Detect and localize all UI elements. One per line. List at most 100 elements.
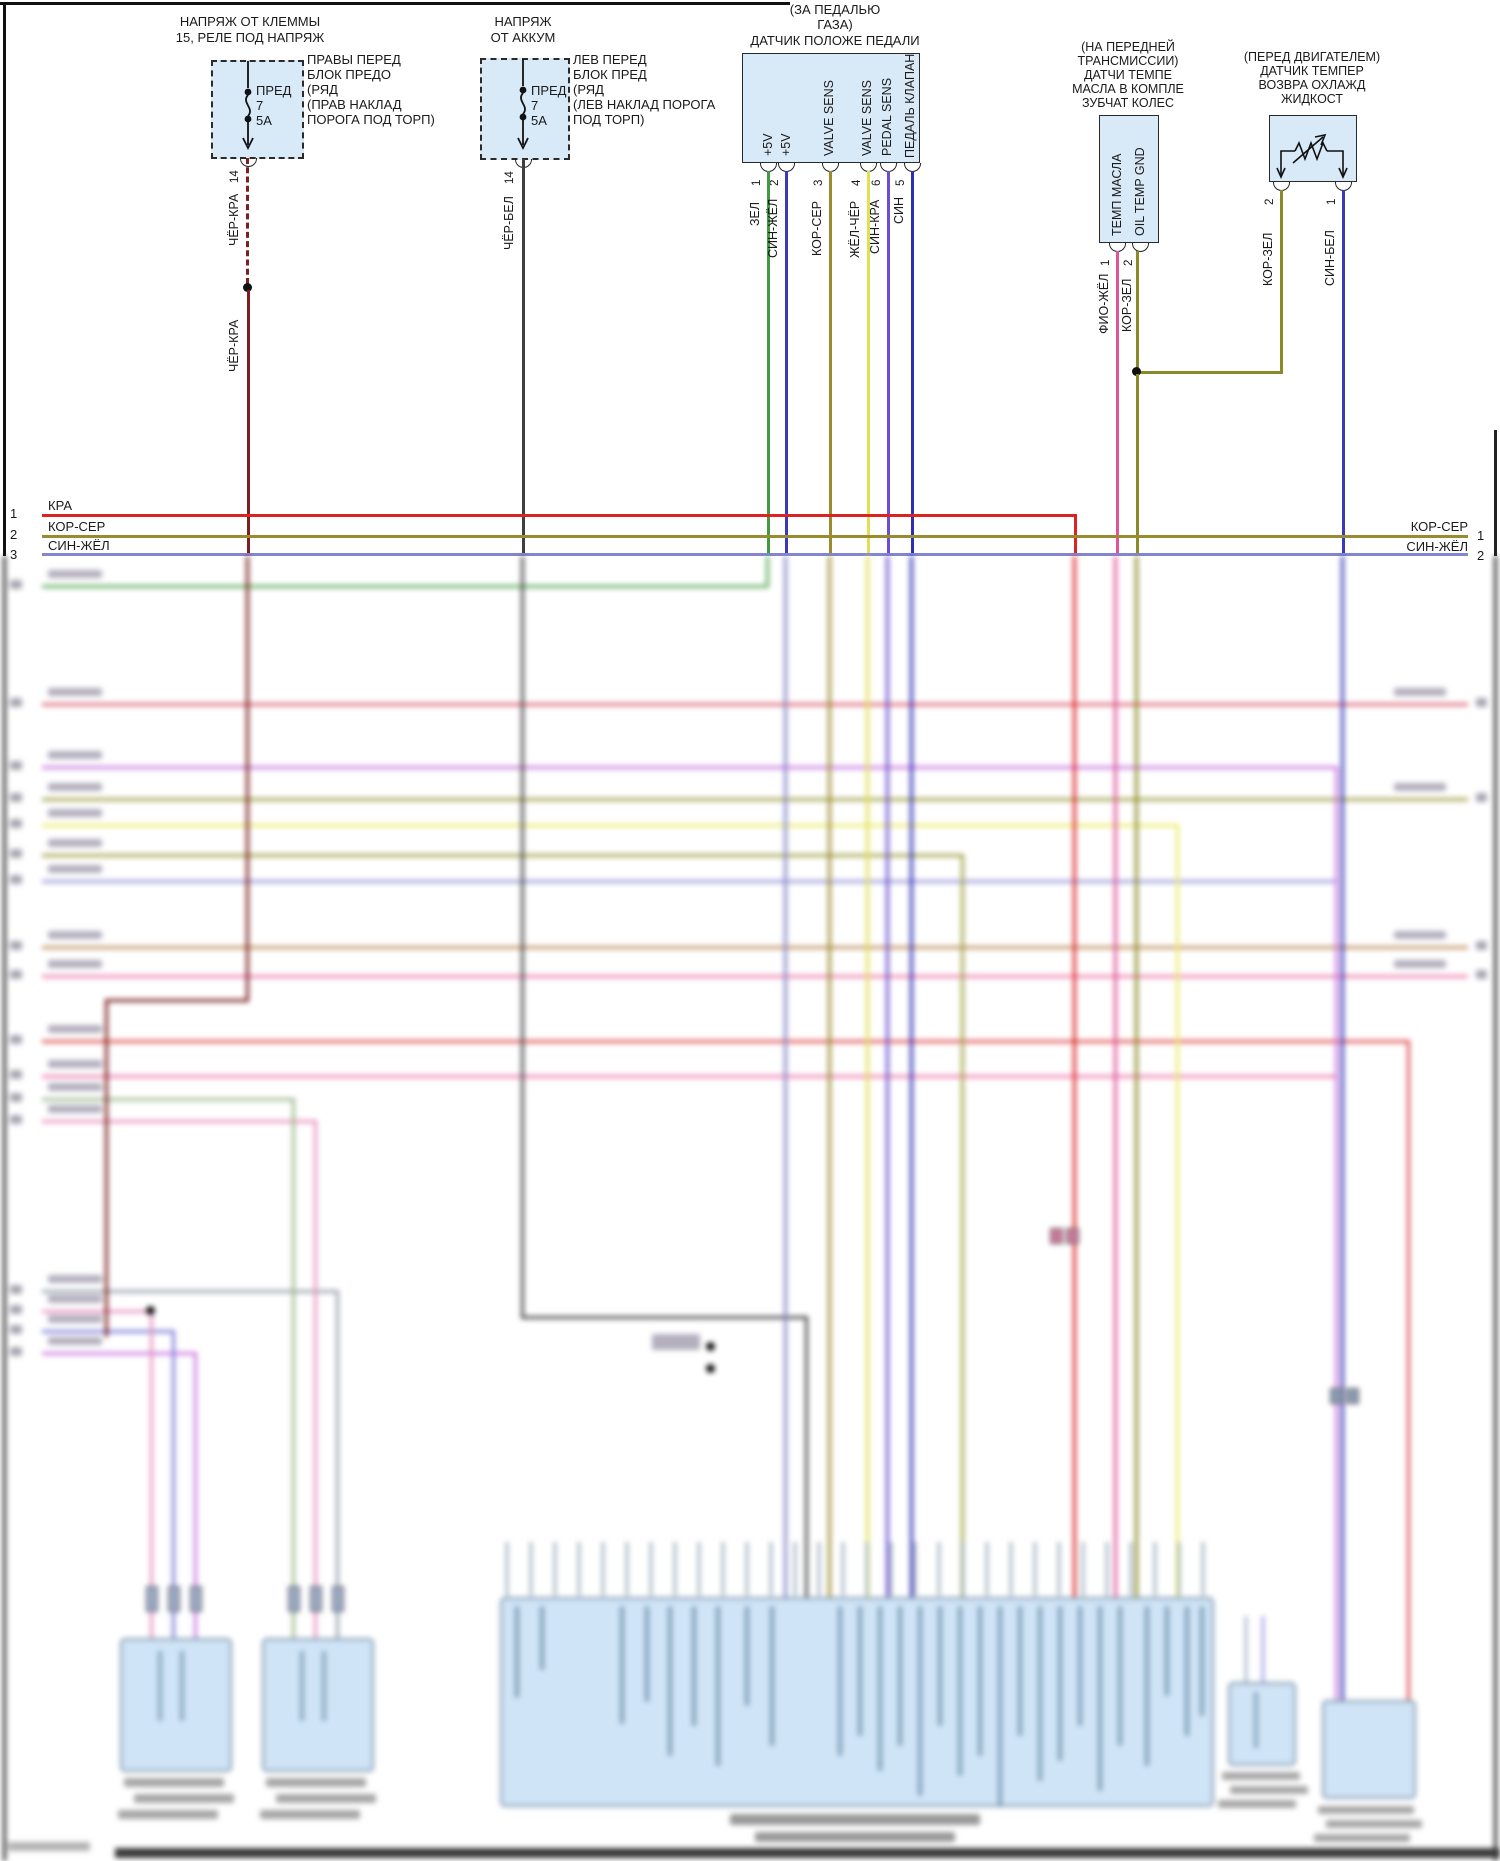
label-blob bbox=[10, 761, 22, 770]
wire-segment bbox=[1176, 824, 1179, 1690]
ecu-text-column bbox=[716, 1606, 720, 1766]
label-blob bbox=[10, 1093, 22, 1102]
coolant-sensor-title-1: (ПЕРЕД ДВИГАТЕЛЕМ) bbox=[1243, 50, 1381, 64]
wire-segment bbox=[938, 1542, 940, 1596]
ecu-text-column bbox=[1038, 1606, 1042, 1781]
label-blob bbox=[10, 1035, 22, 1044]
label-blob bbox=[10, 1070, 22, 1079]
wire-segment bbox=[1262, 1616, 1264, 1682]
inline-connector bbox=[1330, 1388, 1343, 1404]
wire-segment bbox=[1407, 1040, 1410, 1700]
wire-segment bbox=[521, 556, 524, 1318]
wire-segment bbox=[194, 1352, 197, 1638]
pedal-pin-num-4: 4 bbox=[851, 179, 863, 186]
fuse-right-note-2: БЛОК ПРЕД bbox=[573, 67, 647, 82]
label-blob bbox=[276, 1794, 376, 1803]
oil-sensor-title-4: МАСЛА В КОМПЛЕ bbox=[1072, 82, 1184, 96]
label-blob bbox=[266, 1778, 366, 1787]
oil-sensor-title-2: ТРАНСМИССИИ) bbox=[1077, 54, 1179, 68]
fuse-left-note-5: ПОРОГА ПОД ТОРП) bbox=[307, 112, 435, 127]
inline-connector bbox=[1346, 1388, 1359, 1404]
label-blob bbox=[10, 1325, 22, 1334]
wire-segment bbox=[42, 766, 1338, 769]
wire-segment bbox=[42, 975, 1468, 978]
ecu-text-column bbox=[1118, 1606, 1122, 1746]
wire-segment bbox=[962, 1542, 964, 1596]
pedal-pin-label-3: VALVE SENS bbox=[822, 80, 836, 156]
wire-segment bbox=[1073, 556, 1076, 1597]
label-blob bbox=[730, 1814, 980, 1825]
oil-pin-label-1: ТЕМП МАСЛА bbox=[1110, 153, 1124, 236]
wire-zhel-cher bbox=[866, 171, 870, 556]
wire-segment bbox=[42, 1290, 339, 1293]
label-blob bbox=[260, 1810, 360, 1819]
wire-segment bbox=[42, 824, 1179, 827]
wire-kor-zel-oil bbox=[1135, 251, 1139, 376]
oil-pin-num-2: 2 bbox=[1123, 259, 1135, 266]
pedal-pin-num-5: 6 bbox=[871, 179, 883, 186]
oil-sensor-title-1: (НА ПЕРЕДНЕЙ bbox=[1081, 40, 1175, 54]
bus-sin-zhel-num-left: 3 bbox=[10, 547, 18, 562]
label-blob bbox=[10, 819, 22, 828]
wire-kor-ser-label: КОР-СЕР bbox=[810, 200, 824, 256]
wire-segment bbox=[246, 556, 249, 1002]
ecu-text-column bbox=[1098, 1606, 1102, 1791]
label-blob bbox=[124, 1778, 224, 1787]
fuse-right-title-2: ОТ АККУМ bbox=[490, 30, 556, 45]
wire-segment bbox=[3, 556, 6, 1861]
wire-segment bbox=[506, 1542, 508, 1596]
wire-segment bbox=[42, 946, 1468, 949]
inline-connector bbox=[1066, 1228, 1079, 1244]
pedal-sensor-title-1: (ЗА ПЕДАЛЬЮ bbox=[789, 2, 881, 17]
wire-segment bbox=[521, 1316, 808, 1319]
fuse-left-pred-number: 7 bbox=[256, 98, 264, 113]
wire-segment bbox=[866, 1542, 868, 1596]
fuse-right-pred-number: 7 bbox=[531, 98, 539, 113]
wire-segment bbox=[602, 1542, 604, 1596]
wire-segment bbox=[886, 556, 889, 1597]
connector-box bbox=[120, 1638, 232, 1772]
junction-dot bbox=[146, 1306, 155, 1315]
wire-zel-label: ЗЕЛ bbox=[748, 201, 762, 226]
blurred-diagram-region bbox=[0, 556, 1500, 1861]
wire-segment bbox=[722, 1542, 724, 1596]
label-blob bbox=[48, 783, 102, 791]
wire-segment bbox=[794, 1542, 796, 1596]
label-blob bbox=[48, 865, 102, 873]
ecu-text-column bbox=[998, 1606, 1002, 1806]
wire-segment bbox=[42, 1352, 197, 1355]
wire-segment bbox=[42, 854, 964, 857]
ecu-text-column bbox=[668, 1606, 672, 1756]
wire-sin-kra bbox=[886, 171, 890, 556]
bus-kra bbox=[42, 514, 1077, 517]
wire-fio-zhel-label: ФИО-ЖЁЛ bbox=[1097, 273, 1111, 334]
wire-segment bbox=[336, 1290, 339, 1638]
wire-cher-kra-label-1: ЧЁР-КРА bbox=[227, 193, 241, 246]
fuse-left-symbol bbox=[242, 61, 254, 151]
wire-segment bbox=[1494, 556, 1497, 1861]
pedal-pin-num-6: 5 bbox=[895, 179, 907, 186]
coolant-pin-num-1: 2 bbox=[1264, 198, 1276, 205]
wire-sin-zhel bbox=[784, 171, 788, 556]
label-blob bbox=[10, 970, 22, 979]
label-blob bbox=[10, 941, 22, 950]
wire-segment bbox=[578, 1542, 580, 1596]
pedal-pin-num-1: 1 bbox=[751, 179, 763, 186]
wire-segment bbox=[1106, 1542, 1108, 1596]
wire-kor-zel-jumper bbox=[1135, 371, 1282, 374]
fuse-left-note-1: ПРАВЫ ПЕРЕД bbox=[307, 52, 401, 67]
wire-segment bbox=[914, 1542, 916, 1596]
pedal-pin-label-5: PEDAL SENS bbox=[880, 77, 894, 156]
fuse-right-pred-amps: 5А bbox=[531, 113, 547, 128]
wire-segment bbox=[42, 1330, 175, 1333]
fuse-left-note-2: БЛОК ПРЕДО bbox=[307, 67, 391, 82]
wire-segment bbox=[986, 1542, 988, 1596]
label-blob bbox=[1394, 783, 1446, 791]
wire-segment bbox=[1135, 556, 1138, 1597]
wire-segment bbox=[1178, 1542, 1180, 1596]
wire-zel bbox=[766, 171, 770, 556]
coolant-sensor-title-4: ЖИДКОСТ bbox=[1280, 92, 1344, 106]
bus-kor-ser-num-left: 2 bbox=[10, 527, 18, 542]
coolant-sensor-title-2: ДАТЧИК ТЕМПЕР bbox=[1260, 64, 1364, 78]
wire-kor-zel-oil-label: КОР-ЗЕЛ bbox=[1120, 278, 1134, 332]
